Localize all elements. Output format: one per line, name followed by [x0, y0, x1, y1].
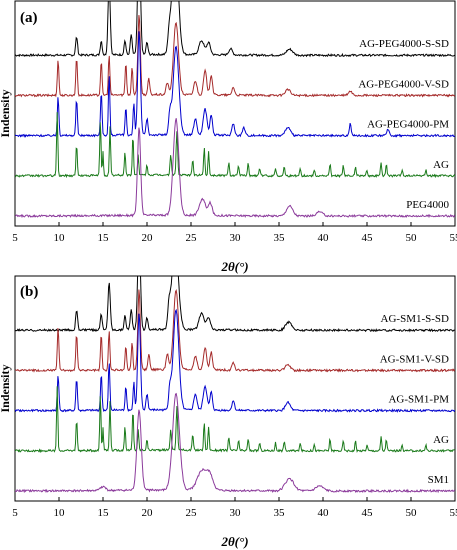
series-label: AG-SM1-PM: [388, 394, 449, 406]
x-tick-label: 45: [362, 507, 374, 519]
x-tick-label: 25: [186, 507, 198, 519]
x-tick-label: 55: [450, 232, 457, 244]
x-tick-label: 30: [230, 507, 242, 519]
x-tick-label: 5: [12, 232, 18, 244]
x-tick-label: 50: [406, 507, 418, 519]
series-line-ag-sm1-s-sd: [15, 276, 455, 333]
series-label: AG-PEG4000-V-SD: [358, 78, 449, 90]
series-label: AG-SM1-V-SD: [380, 353, 449, 365]
x-tick-label: 50: [406, 232, 418, 244]
series-line-ag-peg4000-pm: [15, 31, 455, 138]
panel-label: (b): [20, 284, 38, 300]
x-tick-label: 40: [318, 232, 330, 244]
series-label: PEG4000: [406, 199, 449, 211]
x-tick-label: 5: [12, 507, 18, 519]
x-tick-label: 35: [274, 507, 286, 519]
x-axis-label: 2θ(°): [220, 259, 248, 274]
plot-frame: [14, 275, 456, 502]
series-line-sm1: [15, 392, 455, 494]
x-tick-label: 15: [98, 232, 110, 244]
x-axis-label: 2θ(°): [220, 534, 248, 549]
series-label: AG-PEG4000-S-SD: [359, 38, 449, 50]
x-tick-label: 15: [98, 507, 110, 519]
plot-frame: [14, 0, 456, 227]
x-tick-label: 45: [362, 232, 374, 244]
x-tick-label: 20: [142, 507, 154, 519]
panel-label: (a): [20, 10, 38, 26]
x-tick-label: 55: [450, 507, 457, 519]
series-line-ag: [15, 386, 455, 454]
x-tick-label: 30: [230, 232, 242, 244]
series-label: AG-SM1-S-SD: [381, 313, 450, 325]
x-tick-label: 10: [54, 507, 66, 519]
series-line-ag-peg4000-v-sd: [15, 15, 455, 98]
x-tick-label: 20: [142, 232, 154, 244]
chart-panel-b: 5 10 15 20 25 30 35 40 45 50 55 (b) 2θ(°) Indensity AG…: [0, 275, 457, 549]
series-line-peg4000: [15, 118, 455, 219]
chart-panel-a: 5 10 15 20 25 30 35 40 45 50 55 (a) 2θ(°) Indensity AG…: [0, 0, 457, 274]
series-line-ag-peg4000-s-sd: [15, 1, 455, 58]
y-axis-label: Indensity: [0, 364, 12, 412]
x-tick-label: 25: [186, 232, 198, 244]
series-label: AG: [433, 434, 449, 446]
series-line-ag: [15, 112, 455, 179]
series-label: AG-PEG4000-PM: [367, 119, 449, 131]
series-label: AG: [433, 159, 449, 171]
y-axis-label: Indensity: [0, 89, 12, 137]
x-tick-label: 10: [54, 232, 66, 244]
series-label: SM1: [428, 474, 449, 486]
series-line-ag-sm1-pm: [15, 308, 455, 413]
x-tick-label: 35: [274, 232, 286, 244]
series-line-ag-sm1-v-sd: [15, 288, 455, 373]
x-tick-label: 40: [318, 507, 330, 519]
